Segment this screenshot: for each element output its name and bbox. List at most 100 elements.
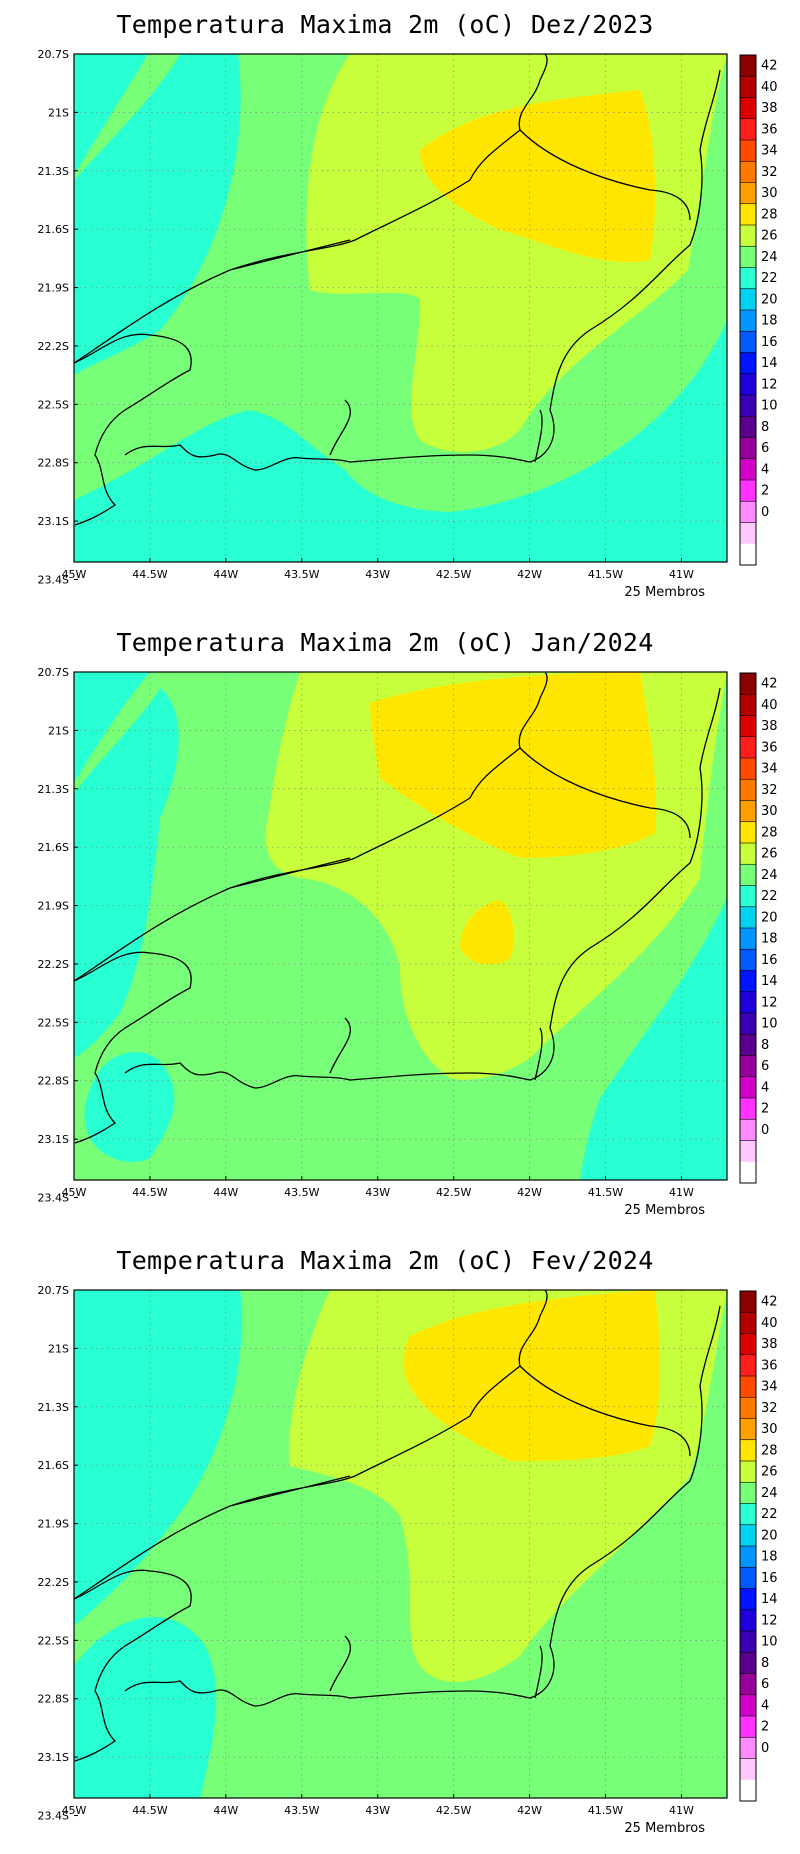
colorbar-label: 36 xyxy=(761,122,778,137)
contour-region xyxy=(74,1617,217,1798)
lon-tick-label: 41.5W xyxy=(588,568,623,581)
colorbar-swatch xyxy=(740,1418,756,1441)
colorbar-label: 24 xyxy=(761,1486,778,1501)
colorbar-swatch xyxy=(740,906,756,929)
colorbar-label: 28 xyxy=(761,825,778,840)
colorbar-swatch xyxy=(740,543,756,566)
lon-tick-label: 42.5W xyxy=(436,1186,471,1199)
members-label: 25 Membros xyxy=(624,1821,705,1836)
colorbar-swatch xyxy=(740,246,756,268)
lon-tick-label: 42.5W xyxy=(436,1804,471,1817)
map-panel-jan-2024: Temperatura Maxima 2m (oC) Jan/2024 20.7… xyxy=(0,618,800,1236)
colorbar-label: 6 xyxy=(761,1677,769,1692)
colorbar-swatch xyxy=(740,288,756,311)
colorbar-label: 32 xyxy=(761,1401,778,1416)
colorbar-label: 40 xyxy=(761,698,778,713)
colorbar-swatch xyxy=(740,949,756,971)
colorbar-label: 16 xyxy=(761,335,778,350)
lon-tick-label: 44.5W xyxy=(132,568,167,581)
lon-tick-label: 42W xyxy=(517,1804,542,1817)
lat-tick-label: 20.7S xyxy=(38,666,69,679)
colorbar-swatch xyxy=(740,1503,756,1526)
colorbar-label: 40 xyxy=(761,1316,778,1331)
lat-tick-label: 21.9S xyxy=(38,900,69,913)
colorbar-swatch xyxy=(740,1609,756,1632)
coastline-group xyxy=(74,54,721,526)
grid-lines xyxy=(74,54,727,562)
colorbar-label: 14 xyxy=(761,356,778,371)
temperature-field xyxy=(74,54,727,562)
lon-tick-label: 43W xyxy=(365,568,390,581)
lon-tick-label: 43.5W xyxy=(284,1804,319,1817)
colorbar-label: 2 xyxy=(761,1720,769,1735)
lat-tick-label: 21.9S xyxy=(38,282,69,295)
colorbar-label: 24 xyxy=(761,868,778,883)
lon-tick-label: 44W xyxy=(213,1186,238,1199)
colorbar-label: 28 xyxy=(761,1443,778,1458)
colorbar-label: 4 xyxy=(761,1080,769,1095)
state-border xyxy=(74,672,691,982)
colorbar-label: 30 xyxy=(761,186,778,201)
colorbar-swatch xyxy=(740,458,756,481)
lat-tick-label: 23.4S xyxy=(38,1192,69,1205)
colorbar-label: 20 xyxy=(761,910,778,925)
colorbar-label: 42 xyxy=(761,59,778,74)
map-frame xyxy=(73,1289,728,1799)
colorbar-label: 0 xyxy=(761,1123,769,1138)
colorbar-label: 8 xyxy=(761,420,769,435)
colorbar-swatch xyxy=(740,1333,756,1356)
colorbar-swatch xyxy=(740,1737,756,1759)
lat-tick-label: 21S xyxy=(48,106,69,119)
map-title: Temperatura Maxima 2m (oC) Jan/2024 xyxy=(116,628,654,657)
colorbar-swatch xyxy=(740,331,756,353)
colorbar-swatch xyxy=(740,522,756,545)
state-border xyxy=(74,1290,691,1600)
colorbar-label: 38 xyxy=(761,101,778,116)
colorbar-label: 0 xyxy=(761,1741,769,1756)
colorbar-label: 4 xyxy=(761,1698,769,1713)
colorbar-swatch xyxy=(740,1312,756,1334)
contour-region xyxy=(460,900,514,965)
colorbar-label: 16 xyxy=(761,953,778,968)
grid-lines xyxy=(74,1290,727,1798)
colorbar-swatch xyxy=(740,203,756,226)
colorbar-swatch xyxy=(740,1076,756,1099)
colorbar-swatch xyxy=(740,1652,756,1674)
map-frame xyxy=(73,671,728,1181)
colorbar-label: 18 xyxy=(761,314,778,329)
lon-tick-label: 44.5W xyxy=(132,1804,167,1817)
colorbar-swatch xyxy=(740,928,756,950)
lat-tick-label: 20.7S xyxy=(38,1284,69,1297)
colorbar-label: 22 xyxy=(761,889,778,904)
lat-tick-label: 22.2S xyxy=(38,340,69,353)
colorbar-label: 42 xyxy=(761,1295,778,1310)
colorbar-swatch xyxy=(740,1779,756,1802)
colorbar-swatch xyxy=(740,182,756,205)
colorbar-swatch xyxy=(740,843,756,865)
colorbar-label: 18 xyxy=(761,932,778,947)
colorbar-swatch xyxy=(740,437,756,460)
coastline-group xyxy=(74,672,721,1144)
colorbar-label: 36 xyxy=(761,1358,778,1373)
colorbar-swatch xyxy=(740,970,756,993)
colorbar-label: 26 xyxy=(761,847,778,862)
lon-tick-label: 45W xyxy=(62,1186,87,1199)
colorbar-swatch xyxy=(740,225,756,247)
colorbar-label: 6 xyxy=(761,441,769,456)
colorbar-swatch xyxy=(740,416,756,438)
lat-tick-label: 21.6S xyxy=(38,223,69,236)
colorbar-swatch xyxy=(740,1055,756,1078)
colorbar-swatch xyxy=(740,1098,756,1120)
colorbar-label: 22 xyxy=(761,271,778,286)
contour-region xyxy=(74,54,727,562)
colorbar-label: 30 xyxy=(761,1422,778,1437)
colorbar-swatch xyxy=(740,1758,756,1781)
colorbar-swatch xyxy=(740,1354,756,1377)
colorbar-label: 0 xyxy=(761,505,769,520)
lon-tick-label: 44W xyxy=(213,1804,238,1817)
colorbar-label: 12 xyxy=(761,1613,778,1628)
colorbar-label: 12 xyxy=(761,995,778,1010)
map-panel-fev-2024: Temperatura Maxima 2m (oC) Fev/2024 20.7… xyxy=(0,1236,800,1854)
colorbar-label: 38 xyxy=(761,1337,778,1352)
